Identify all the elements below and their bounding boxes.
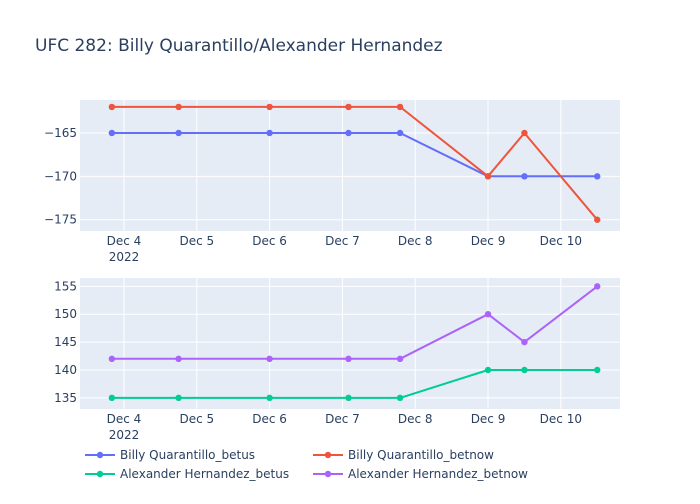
data-point[interactable] [175, 394, 182, 402]
x-tick-label: Dec 5 [179, 234, 214, 248]
data-point[interactable] [521, 338, 528, 346]
data-point[interactable] [345, 129, 352, 137]
x-year-label: 2022 [109, 428, 140, 442]
legend-marker [324, 470, 332, 478]
legend-marker [96, 451, 104, 459]
data-point[interactable] [108, 103, 116, 111]
legend-marker [324, 451, 332, 459]
data-point[interactable] [521, 173, 528, 180]
x-tick-label: Dec 6 [252, 234, 287, 248]
legend-item[interactable]: Billy Quarantillo_betus [85, 448, 255, 462]
data-point[interactable] [266, 355, 273, 363]
x-tick-label: Dec 4 [107, 412, 142, 426]
x-year-label: 2022 [109, 250, 140, 264]
data-point[interactable] [521, 366, 528, 374]
legend-label: Billy Quarantillo_betus [120, 448, 255, 462]
legend-label: Alexander Hernandez_betus [120, 467, 289, 481]
data-point[interactable] [484, 366, 492, 374]
y-tick-label: 150 [54, 307, 77, 321]
data-point[interactable] [484, 311, 492, 318]
subplot-top: Dec 4 2022 Dec 5 Dec 6 Dec 7 Dec 8 Dec 9 Dec 10… [44, 100, 620, 264]
x-tick-label: Dec 7 [325, 234, 360, 248]
data-point[interactable] [594, 216, 601, 223]
data-point[interactable] [266, 129, 273, 137]
data-point[interactable] [345, 394, 352, 402]
x-tick-label: Dec 10 [540, 412, 582, 426]
data-point[interactable] [266, 394, 273, 402]
data-point[interactable] [108, 129, 116, 137]
series-line[interactable] [111, 369, 598, 399]
data-point[interactable] [396, 129, 404, 137]
series-line[interactable] [111, 132, 598, 178]
y-tick-label: 140 [54, 363, 77, 377]
data-point[interactable] [345, 103, 352, 111]
x-tick-label: Dec 8 [398, 234, 433, 248]
x-tick-label: Dec 6 [252, 412, 287, 426]
data-point[interactable] [396, 103, 404, 111]
y-tick-label: −165 [44, 126, 77, 140]
subplot-bottom: Dec 4 2022 Dec 5 Dec 6 Dec 7 Dec 8 Dec 9 Dec 10… [54, 278, 620, 442]
data-point[interactable] [175, 103, 182, 111]
plot-background [80, 278, 620, 409]
y-tick-label: 155 [54, 279, 77, 293]
legend-marker [96, 470, 104, 478]
data-point[interactable] [266, 103, 273, 111]
legend-item[interactable]: Alexander Hernandez_betnow [313, 467, 528, 481]
data-point[interactable] [484, 173, 492, 180]
series-line[interactable] [111, 105, 598, 221]
legend-item[interactable]: Alexander Hernandez_betus [85, 467, 289, 481]
data-point[interactable] [108, 355, 116, 363]
data-point[interactable] [345, 355, 352, 363]
x-tick-label: Dec 5 [179, 412, 214, 426]
data-point[interactable] [175, 129, 182, 137]
legend-label: Billy Quarantillo_betnow [348, 448, 494, 462]
x-tick-label: Dec 4 [107, 234, 142, 248]
x-tick-label: Dec 10 [540, 234, 582, 248]
y-tick-label: 135 [54, 391, 77, 405]
x-tick-label: Dec 7 [325, 412, 360, 426]
data-point[interactable] [396, 355, 404, 363]
legend-item[interactable]: Billy Quarantillo_betnow [313, 448, 494, 462]
y-tick-label: 145 [54, 335, 77, 349]
data-point[interactable] [594, 173, 601, 180]
data-point[interactable] [175, 355, 182, 363]
legend[interactable]: Billy Quarantillo_betus Billy Quarantillo… [85, 448, 528, 481]
x-tick-label: Dec 9 [471, 412, 506, 426]
x-tick-label: Dec 8 [398, 412, 433, 426]
y-tick-label: −175 [44, 213, 77, 227]
x-tick-label: Dec 9 [471, 234, 506, 248]
chart-title: UFC 282: Billy Quarantillo/Alexander Her… [35, 36, 443, 56]
legend-label: Alexander Hernandez_betnow [348, 467, 528, 481]
plot-background [80, 100, 620, 231]
data-point[interactable] [396, 394, 404, 402]
data-point[interactable] [108, 394, 116, 402]
data-point[interactable] [594, 283, 601, 290]
data-point[interactable] [594, 366, 601, 374]
series-line[interactable] [111, 285, 598, 360]
data-point[interactable] [521, 129, 528, 137]
y-tick-label: −170 [44, 169, 77, 183]
